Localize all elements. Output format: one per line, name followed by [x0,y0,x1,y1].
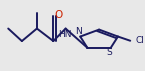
Text: HN: HN [58,30,72,39]
Text: S: S [106,48,112,57]
Text: Cl: Cl [135,36,144,45]
Text: N: N [76,27,82,36]
Text: O: O [54,10,63,20]
